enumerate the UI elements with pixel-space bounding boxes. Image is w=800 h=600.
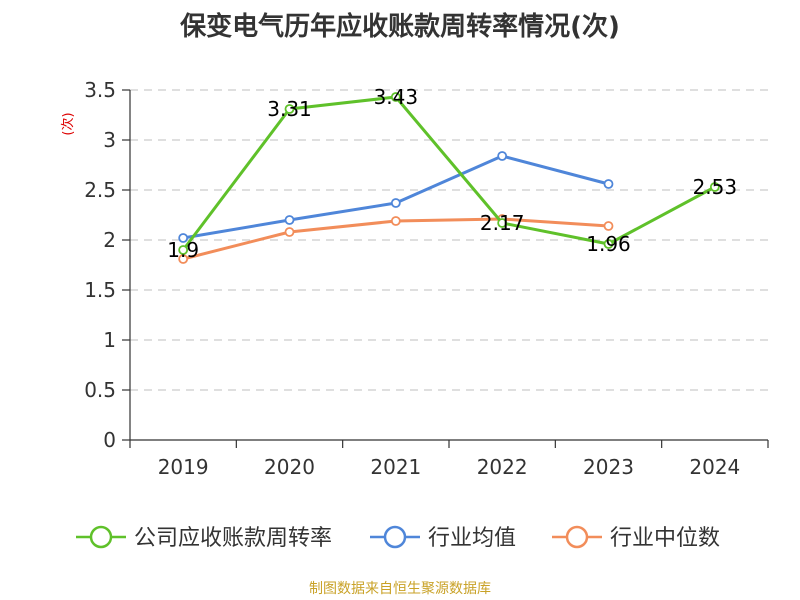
data-label: 3.43	[374, 85, 419, 109]
legend-label: 行业均值	[428, 526, 516, 551]
data-point	[497, 151, 508, 161]
legend: 公司应收账款周转率 行业均值 行业中位数	[76, 525, 720, 551]
x-tick-label: 2019	[158, 455, 209, 479]
data-label: 3.31	[267, 97, 312, 121]
source-note: 制图数据来自恒生聚源数据库	[309, 581, 491, 597]
y-tick-label: 0.5	[84, 378, 116, 402]
y-tick-label: 1	[103, 328, 116, 352]
data-point	[284, 227, 295, 237]
x-tick-label: 2022	[477, 455, 528, 479]
y-tick-label: 3.5	[84, 78, 116, 102]
data-point	[603, 179, 614, 189]
data-point	[709, 182, 720, 192]
y-tick-label: 3	[103, 128, 116, 152]
data-point	[178, 254, 189, 264]
x-tick-label: 2021	[370, 455, 421, 479]
legend-item: 行业均值	[370, 525, 516, 551]
chart-title: 保变电气历年应收账款周转率情况(次)	[180, 12, 620, 42]
x-tick-label: 2020	[264, 455, 315, 479]
legend-label: 公司应收账款周转率	[134, 526, 332, 551]
x-tick-label: 2024	[689, 455, 740, 479]
data-point	[390, 92, 401, 102]
data-point	[603, 239, 614, 249]
data-point	[178, 233, 189, 243]
data-point	[603, 221, 614, 231]
series-line	[181, 95, 716, 251]
data-label: 2.53	[693, 175, 738, 199]
data-label: 1.9	[167, 238, 199, 262]
legend-marker	[383, 525, 407, 549]
y-tick-label: 0	[103, 428, 116, 452]
data-point	[284, 104, 295, 114]
legend-item: 行业中位数	[552, 525, 720, 551]
data-label: 1.96	[586, 232, 631, 256]
data-point	[390, 198, 401, 208]
y-axis-label: (次)	[60, 112, 76, 135]
data-point	[178, 245, 189, 255]
y-tick-label: 2.5	[84, 178, 116, 202]
y-tick-label: 1.5	[84, 278, 116, 302]
x-tick-label: 2023	[583, 455, 634, 479]
data-point	[284, 215, 295, 225]
y-tick-label: 2	[103, 228, 116, 252]
data-label: 2.17	[480, 211, 525, 235]
data-point	[497, 218, 508, 228]
legend-label: 行业中位数	[610, 526, 720, 551]
legend-marker	[565, 525, 589, 549]
legend-marker	[89, 525, 113, 549]
legend-item: 公司应收账款周转率	[76, 525, 332, 551]
data-point	[390, 216, 401, 226]
